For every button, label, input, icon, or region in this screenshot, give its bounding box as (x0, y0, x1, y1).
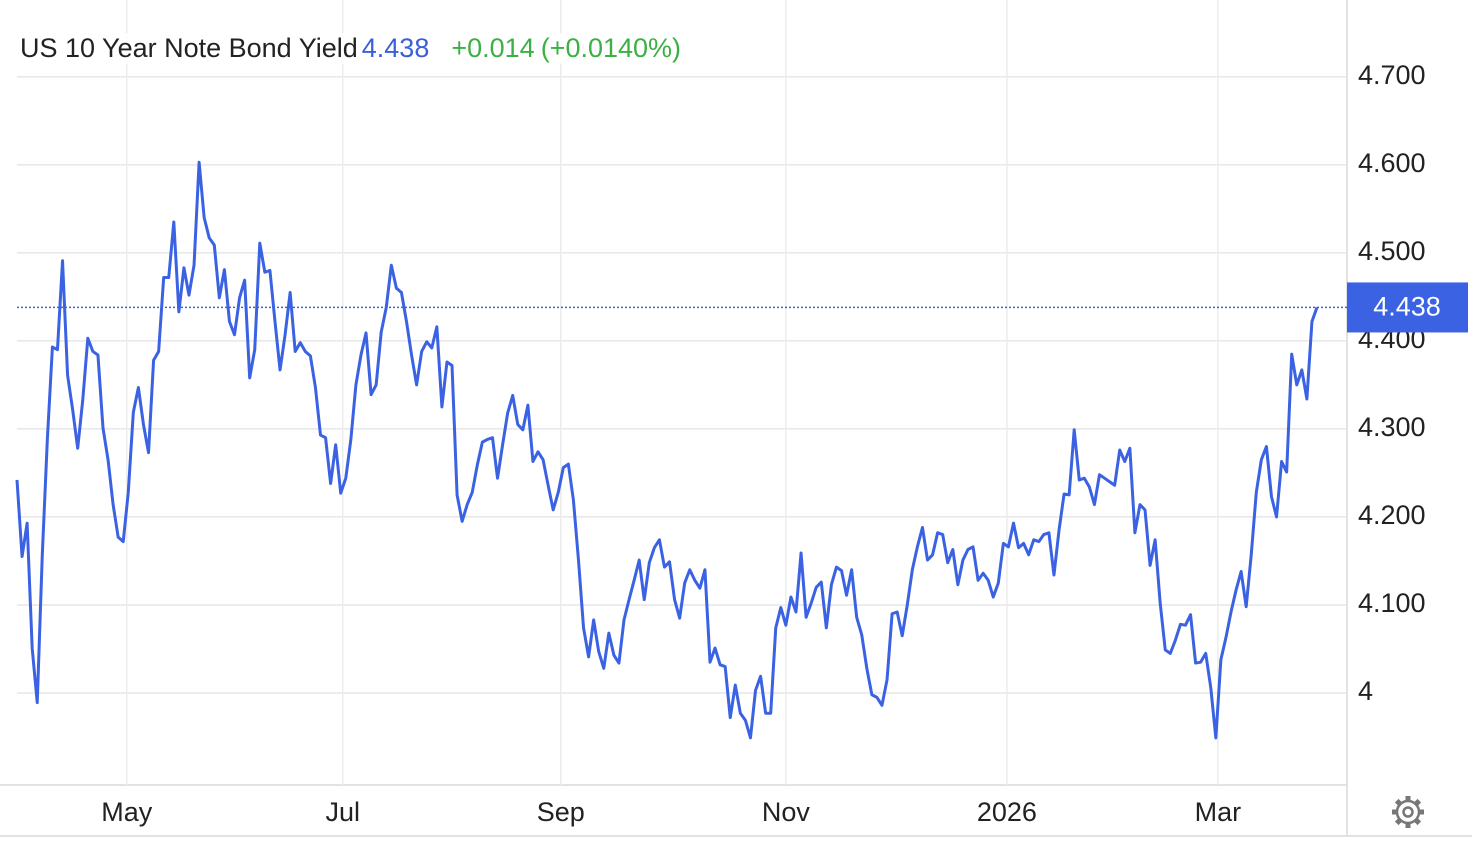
grid (17, 0, 1347, 785)
y-tick-label: 4.300 (1358, 412, 1426, 442)
y-tick-label: 4.100 (1358, 588, 1426, 618)
x-tick-label: Sep (537, 797, 585, 827)
x-tick-label: Nov (762, 797, 811, 827)
header: US 10 Year Note Bond Yield 4.438 +0.014 (+0… (20, 33, 682, 64)
x-tick-label: Jul (326, 797, 361, 827)
x-tick-label: May (101, 797, 153, 827)
price-badge-label: 4.438 (1373, 292, 1441, 322)
change: +0.014 (451, 33, 535, 63)
price: 4.438 (361, 33, 430, 63)
y-tick-label: 4.500 (1358, 236, 1426, 266)
chart-title: US 10 Year Note Bond Yield (20, 33, 358, 63)
price-badge (1347, 282, 1468, 333)
y-tick-label: 4 (1358, 676, 1373, 706)
line-series (15, 160, 1319, 740)
y-tick-label: 4.700 (1358, 60, 1426, 90)
x-tick-label: Mar (1195, 797, 1242, 827)
y-tick-label: 4.200 (1358, 500, 1426, 530)
plot (15, 160, 1347, 740)
x-tick-label: 2026 (977, 797, 1037, 827)
y-tick-label: 4.600 (1358, 148, 1426, 178)
settings-icon[interactable] (1392, 796, 1424, 828)
gear-hub (1402, 806, 1414, 818)
gear-ring (1395, 799, 1421, 825)
change-percent: (+0.0140%) (540, 33, 682, 63)
gear-teeth (1392, 796, 1424, 828)
